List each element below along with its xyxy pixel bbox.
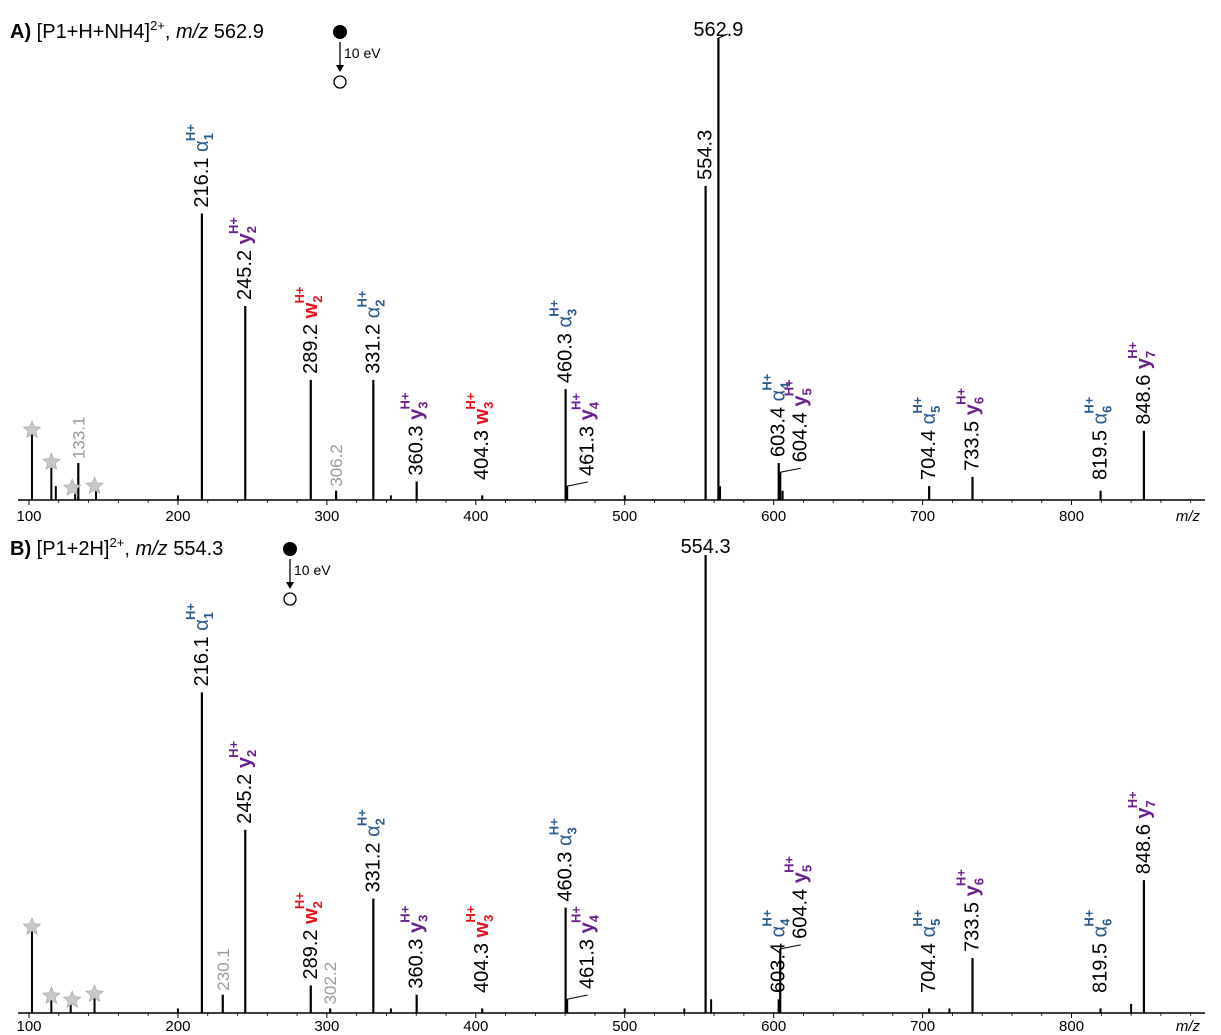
peak-label: 289.2 w2H+ [292, 286, 325, 374]
peak-label: 360.3 y3H+ [398, 905, 431, 988]
x-tick-label: 400 [463, 1018, 488, 1035]
peak-label: 704.4 α5H+ [910, 909, 943, 993]
star-marker [85, 984, 104, 1002]
star-marker [22, 917, 42, 935]
x-tick-label: 800 [1059, 1018, 1084, 1035]
activation-arrowhead [336, 65, 344, 72]
x-tick-label: 300 [314, 1018, 339, 1035]
peak-label: 461.3 y4H+ [569, 393, 602, 476]
peak-label: 603.4 α4H+ [760, 909, 793, 993]
peak-label: 460.3 α3H+ [547, 299, 580, 383]
peak-label: 461.3 y4H+ [569, 906, 602, 989]
activation-energy-label: 10 eV [294, 562, 331, 578]
x-tick-label: 200 [165, 1018, 190, 1035]
peak-label: 554.3 [695, 130, 717, 180]
star-marker [62, 478, 82, 496]
peak-label: 360.3 y3H+ [398, 392, 431, 475]
peak-label: 733.5 y6H+ [953, 388, 986, 471]
peak-label: 216.1 α1H+ [183, 603, 216, 687]
peak-label: 603.4 α4H+ [760, 373, 793, 457]
peak-label: 331.2 α2H+ [354, 290, 387, 374]
peak-label: 554.3 [681, 536, 731, 558]
star-marker [42, 986, 61, 1004]
x-tick-label: 600 [761, 1018, 786, 1035]
peak-label: 404.3 w3H+ [463, 392, 496, 480]
label-leader-line [566, 481, 588, 487]
peak-label: 819.5 α6H+ [1082, 396, 1115, 480]
x-tick-label: 100 [16, 508, 41, 525]
x-tick-label: 200 [165, 508, 190, 525]
spectrum-panel-a: 100 200 300 400 500 600 700 800 m/z A) [P1+H+NH4]… [10, 18, 1205, 525]
panel-title: B) [P1+2H]2+, m/z 554.3 [10, 535, 223, 560]
peak-label: 604.4 y5H+ [782, 856, 815, 939]
activation-energy-label: 10 eV [344, 45, 381, 61]
label-leader-line [566, 994, 588, 1000]
peak-label: 302.2 [321, 962, 340, 1005]
star-marker [62, 990, 82, 1008]
x-tick-label: 800 [1059, 508, 1084, 525]
peak-label: 704.4 α5H+ [910, 396, 943, 480]
product-circle-icon [283, 592, 297, 606]
peak-label: 331.2 α2H+ [354, 809, 387, 893]
peak-label: 306.2 [327, 444, 346, 487]
activation-arrowhead [286, 582, 294, 589]
peak-label: 819.5 α6H+ [1082, 909, 1115, 993]
product-circle-icon [333, 75, 347, 89]
x-tick-label: 500 [612, 1018, 637, 1035]
panel-title: A) [P1+H+NH4]2+, m/z 562.9 [10, 18, 264, 43]
peak-label: 848.6 y7H+ [1125, 791, 1158, 874]
peak-label: 604.4 y5H+ [782, 379, 815, 462]
precursor-dot-icon [283, 542, 297, 556]
x-axis-label: m/z [1176, 508, 1201, 525]
precursor-dot-icon [333, 25, 347, 39]
label-leader-line [780, 944, 801, 950]
x-tick-label: 100 [16, 1018, 41, 1035]
x-axis-label: m/z [1176, 1018, 1201, 1035]
spectrum-panel-b: 100 200 300 400 500 600 700 800 m/z B) [P1+2H]2+,… [10, 535, 1205, 1035]
peak-label: 245.2 y2H+ [226, 740, 259, 823]
peak-label: 230.1 [214, 948, 233, 991]
star-marker [42, 452, 61, 470]
x-tick-label: 500 [612, 508, 637, 525]
star-marker [22, 420, 42, 438]
peak-label: 245.2 y2H+ [226, 217, 259, 300]
label-leader-line [718, 33, 728, 39]
peak-label: 289.2 w2H+ [292, 892, 325, 980]
label-leader-line [780, 467, 801, 473]
star-marker [85, 476, 104, 494]
x-tick-label: 600 [761, 508, 786, 525]
x-tick-label: 400 [463, 508, 488, 525]
peak-label: 733.5 y6H+ [953, 869, 986, 952]
x-tick-label: 700 [910, 1018, 935, 1035]
peak-label: 216.1 α1H+ [183, 124, 216, 208]
peak-label: 460.3 α3H+ [547, 818, 580, 902]
peak-label: 562.9 [693, 19, 743, 41]
peak-label: 133.1 [69, 416, 88, 459]
peak-label: 404.3 w3H+ [463, 905, 496, 993]
x-tick-label: 700 [910, 508, 935, 525]
x-tick-label: 300 [314, 508, 339, 525]
peak-label: 848.6 y7H+ [1125, 341, 1158, 424]
